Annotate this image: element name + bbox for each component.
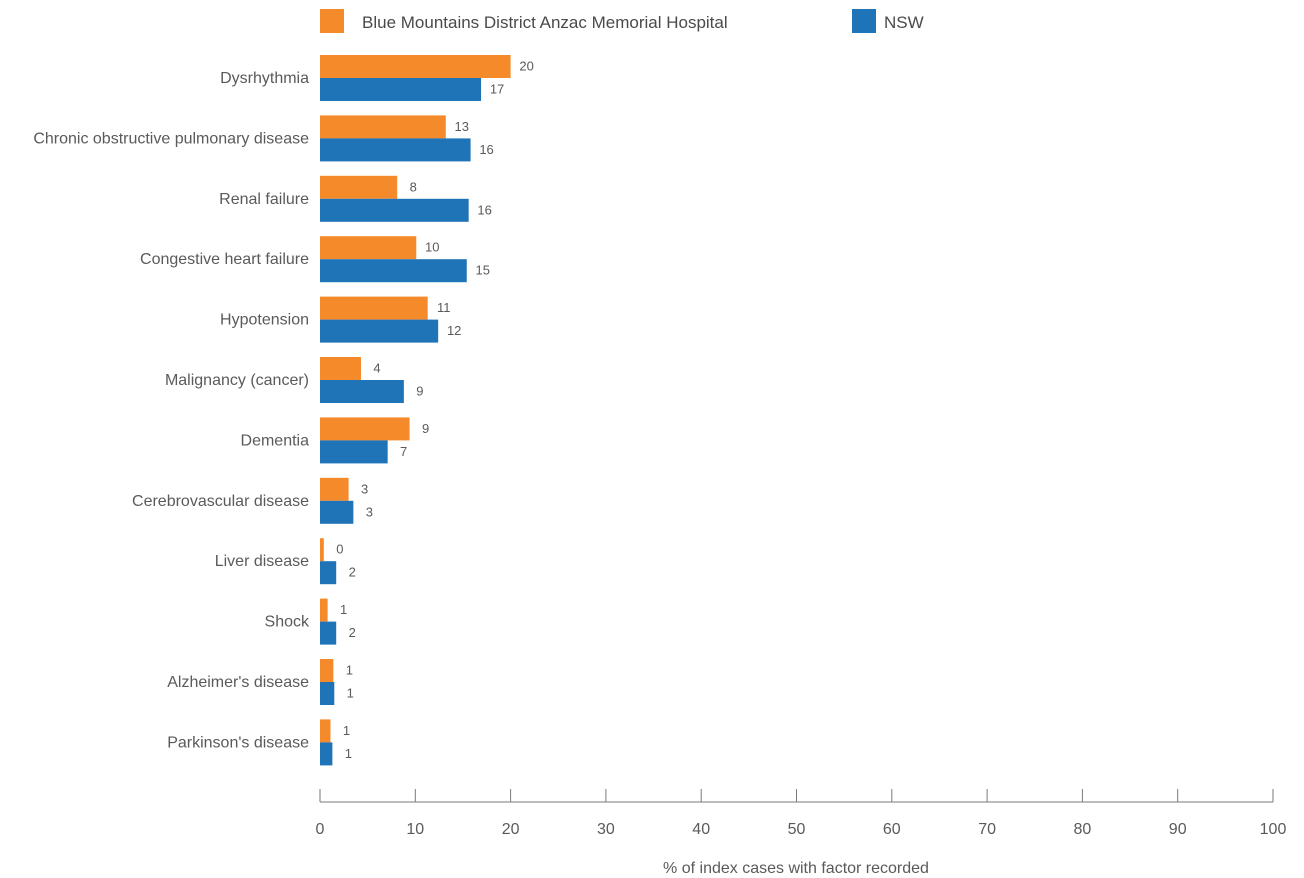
value-label-nsw-dysrhythmia: 17	[490, 82, 504, 97]
category-label-malignancy-cancer: Malignancy (cancer)	[165, 372, 309, 389]
value-label-nsw-hypotension: 12	[447, 323, 461, 338]
bar-hospital-alzheimer-s-disease	[320, 659, 334, 682]
x-tick-label: 20	[502, 821, 520, 838]
legend: Blue Mountains District Anzac Memorial H…	[320, 9, 924, 33]
x-tick-label: 0	[316, 821, 325, 838]
category-label-dysrhythmia: Dysrhythmia	[220, 70, 309, 87]
value-label-hospital-parkinson-s-disease: 1	[343, 723, 350, 738]
value-label-nsw-malignancy-cancer: 9	[416, 384, 423, 399]
value-label-hospital-dementia: 9	[422, 421, 429, 436]
value-label-nsw-chronic-obstructive-pulmonary-disease: 16	[479, 142, 493, 157]
x-tick-label: 40	[692, 821, 710, 838]
value-label-hospital-renal-failure: 8	[410, 179, 417, 194]
bar-hospital-liver-disease	[320, 538, 324, 562]
value-label-hospital-dysrhythmia: 20	[519, 59, 533, 74]
value-label-nsw-alzheimer-s-disease: 1	[347, 686, 354, 701]
bar-nsw-chronic-obstructive-pulmonary-disease	[320, 138, 471, 162]
legend-label-nsw: NSW	[884, 13, 924, 32]
value-label-hospital-alzheimer-s-disease: 1	[346, 663, 353, 678]
bar-nsw-renal-failure	[320, 198, 469, 222]
bar-hospital-renal-failure	[320, 175, 398, 199]
bar-hospital-chronic-obstructive-pulmonary-disease	[320, 115, 446, 139]
bar-nsw-parkinson-s-disease	[320, 742, 333, 766]
value-label-nsw-congestive-heart-failure: 15	[476, 263, 490, 278]
x-tick-label: 50	[788, 821, 806, 838]
category-label-chronic-obstructive-pulmonary-disease: Chronic obstructive pulmonary disease	[33, 130, 309, 147]
legend-swatch-nsw	[852, 9, 876, 33]
value-label-nsw-cerebrovascular-disease: 3	[366, 504, 373, 519]
bar-hospital-dementia	[320, 417, 410, 441]
value-label-nsw-renal-failure: 16	[477, 202, 491, 217]
category-label-dementia: Dementia	[241, 432, 310, 449]
value-label-nsw-dementia: 7	[400, 444, 407, 459]
bar-nsw-cerebrovascular-disease	[320, 500, 354, 524]
category-label-liver-disease: Liver disease	[215, 553, 309, 570]
legend-label-hospital: Blue Mountains District Anzac Memorial H…	[362, 13, 728, 32]
bar-nsw-shock	[320, 621, 337, 645]
x-tick-label: 90	[1169, 821, 1187, 838]
legend-swatch-hospital	[320, 9, 344, 33]
category-label-alzheimer-s-disease: Alzheimer's disease	[167, 674, 309, 691]
bar-nsw-congestive-heart-failure	[320, 259, 467, 283]
value-label-hospital-congestive-heart-failure: 10	[425, 240, 439, 255]
category-label-renal-failure: Renal failure	[219, 191, 309, 208]
value-label-hospital-chronic-obstructive-pulmonary-disease: 13	[455, 119, 469, 134]
x-tick-label: 70	[978, 821, 996, 838]
bar-nsw-dysrhythmia	[320, 78, 482, 101]
x-tick-label: 100	[1260, 821, 1287, 838]
value-label-hospital-liver-disease: 0	[336, 542, 343, 557]
bar-nsw-malignancy-cancer	[320, 380, 404, 403]
bar-hospital-congestive-heart-failure	[320, 236, 417, 260]
category-label-shock: Shock	[265, 614, 310, 631]
value-label-nsw-shock: 2	[349, 625, 356, 640]
bar-nsw-hypotension	[320, 319, 439, 343]
value-label-nsw-liver-disease: 2	[349, 565, 356, 580]
x-tick-label: 30	[597, 821, 615, 838]
bar-hospital-malignancy-cancer	[320, 357, 361, 380]
category-label-parkinson-s-disease: Parkinson's disease	[167, 734, 309, 751]
value-label-hospital-malignancy-cancer: 4	[373, 361, 380, 376]
category-labels: Dysrhythmia Chronic obstructive pulmonary…	[33, 70, 310, 751]
bar-hospital-dysrhythmia	[320, 55, 511, 78]
bar-nsw-alzheimer-s-disease	[320, 682, 335, 705]
x-tick-label: 80	[1074, 821, 1092, 838]
category-label-hypotension: Hypotension	[220, 312, 309, 329]
bar-nsw-dementia	[320, 440, 388, 464]
bar-hospital-parkinson-s-disease	[320, 719, 331, 743]
category-label-cerebrovascular-disease: Cerebrovascular disease	[132, 493, 309, 510]
bar-hospital-shock	[320, 598, 328, 622]
value-label-hospital-cerebrovascular-disease: 3	[361, 481, 368, 496]
category-label-congestive-heart-failure: Congestive heart failure	[140, 251, 309, 268]
bar-hospital-cerebrovascular-disease	[320, 477, 349, 501]
value-label-nsw-parkinson-s-disease: 1	[345, 746, 352, 761]
value-label-hospital-hypotension: 11	[437, 300, 451, 315]
value-label-hospital-shock: 1	[340, 602, 347, 617]
x-tick-label: 10	[406, 821, 424, 838]
bar-hospital-hypotension	[320, 296, 428, 320]
x-tick-label: 60	[883, 821, 901, 838]
x-axis: 0 10 20 30 40 50 60 70 80 90 100	[316, 789, 1287, 838]
x-axis-title: % of index cases with factor recorded	[663, 860, 929, 877]
bar-nsw-liver-disease	[320, 561, 337, 585]
